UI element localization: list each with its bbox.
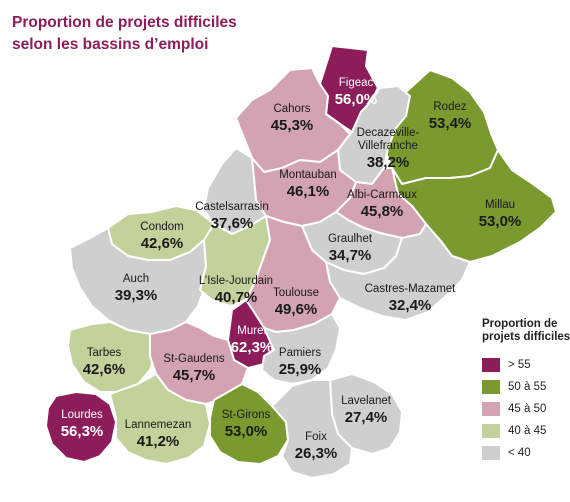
region-name-label: Decazeville- (357, 127, 420, 139)
region-name-label: Tarbes (87, 347, 122, 359)
region-pamiers (261, 313, 341, 385)
region-value-label: 27,4% (345, 409, 388, 426)
region-value-label: 49,6% (275, 301, 318, 318)
region-name-label: Graulhet (328, 233, 373, 245)
region-value-label: 32,4% (389, 297, 432, 314)
region-value-label: 56,0% (335, 91, 378, 108)
region-name-label: Toulouse (273, 287, 319, 299)
legend-swatch (482, 424, 500, 438)
legend: Proportion de projets difficiles > 55 50… (482, 318, 570, 464)
legend-swatch (482, 380, 500, 394)
region-foix (271, 379, 353, 479)
region-value-label: 45,8% (361, 203, 404, 220)
map-title: Proportion de projets difficiles selon l… (12, 12, 312, 56)
region-value-label: 41,2% (137, 433, 180, 450)
region-name-label: Villefranche (358, 140, 418, 152)
region-value-label: 62,3% (231, 339, 274, 356)
map-title-line2: selon les bassins d’emploi (12, 36, 209, 53)
region-value-label: 53,0% (479, 213, 522, 230)
region-value-label: 40,7% (215, 289, 258, 306)
region-name-label: Castres-Mazamet (365, 283, 457, 295)
region-st-girons (209, 383, 289, 465)
legend-label: 50 à 55 (508, 381, 547, 393)
region-value-label: 42,6% (83, 361, 126, 378)
region-name-label: Rodez (433, 101, 466, 113)
region-value-label: 56,3% (61, 423, 104, 440)
legend-item: 50 à 55 (482, 376, 570, 398)
region-value-label: 26,3% (295, 445, 338, 462)
region-name-label: Montauban (279, 169, 337, 181)
region-name-label: Condom (140, 221, 183, 233)
region-name-label: St-Girons (222, 409, 271, 421)
region-lannemezan (109, 373, 211, 465)
region-value-label: 38,2% (367, 154, 410, 171)
legend-label: 45 à 50 (508, 403, 547, 415)
legend-item: 45 à 50 (482, 398, 570, 420)
region-value-label: 45,7% (173, 367, 216, 384)
region-name-label: Auch (123, 273, 149, 285)
legend-swatch (482, 446, 500, 460)
region-name-label: Lavelanet (341, 395, 392, 407)
region-value-label: 34,7% (329, 247, 372, 264)
legend-item: 40 à 45 (482, 420, 570, 442)
region-value-label: 39,3% (115, 287, 158, 304)
region-value-label: 37,6% (211, 215, 254, 232)
region-value-label: 53,4% (429, 115, 472, 132)
region-value-label: 25,9% (279, 361, 322, 378)
map-title-line1: Proportion de projets difficiles (12, 14, 237, 31)
region-name-label: Foix (305, 431, 327, 443)
region-value-label: 45,3% (271, 117, 314, 134)
region-name-label: Millau (485, 199, 515, 211)
region-lourdes (45, 391, 117, 463)
region-name-label: St-Gaudens (163, 353, 225, 365)
region-name-label: Albi-Carmaux (347, 189, 417, 201)
legend-swatch (482, 358, 500, 372)
legend-item: > 55 (482, 354, 570, 376)
region-name-label: Lannemezan (125, 419, 192, 431)
region-name-label: Castelsarrasin (195, 201, 269, 213)
legend-label: 40 à 45 (508, 425, 547, 437)
legend-title-line2: projets difficiles (482, 331, 570, 343)
region-tarbes (67, 321, 157, 393)
legend-title-line1: Proportion de (482, 318, 558, 330)
region-name-label: Muret (237, 325, 267, 337)
region-value-label: 46,1% (287, 183, 330, 200)
region-name-label: Pamiers (279, 347, 321, 359)
legend-label: > 55 (508, 359, 531, 371)
legend-swatch (482, 402, 500, 416)
legend-title: Proportion de projets difficiles (482, 318, 570, 344)
legend-label: < 40 (508, 447, 531, 459)
region-name-label: L’Isle-Jourdain (199, 275, 273, 287)
region-value-label: 42,6% (141, 235, 184, 252)
region-value-label: 53,0% (225, 423, 268, 440)
region-name-label: Figeac (339, 77, 374, 89)
region-name-label: Lourdes (61, 409, 103, 421)
region-castres-mazamet (325, 223, 471, 321)
region-name-label: Cahors (273, 103, 310, 115)
legend-item: < 40 (482, 442, 570, 464)
